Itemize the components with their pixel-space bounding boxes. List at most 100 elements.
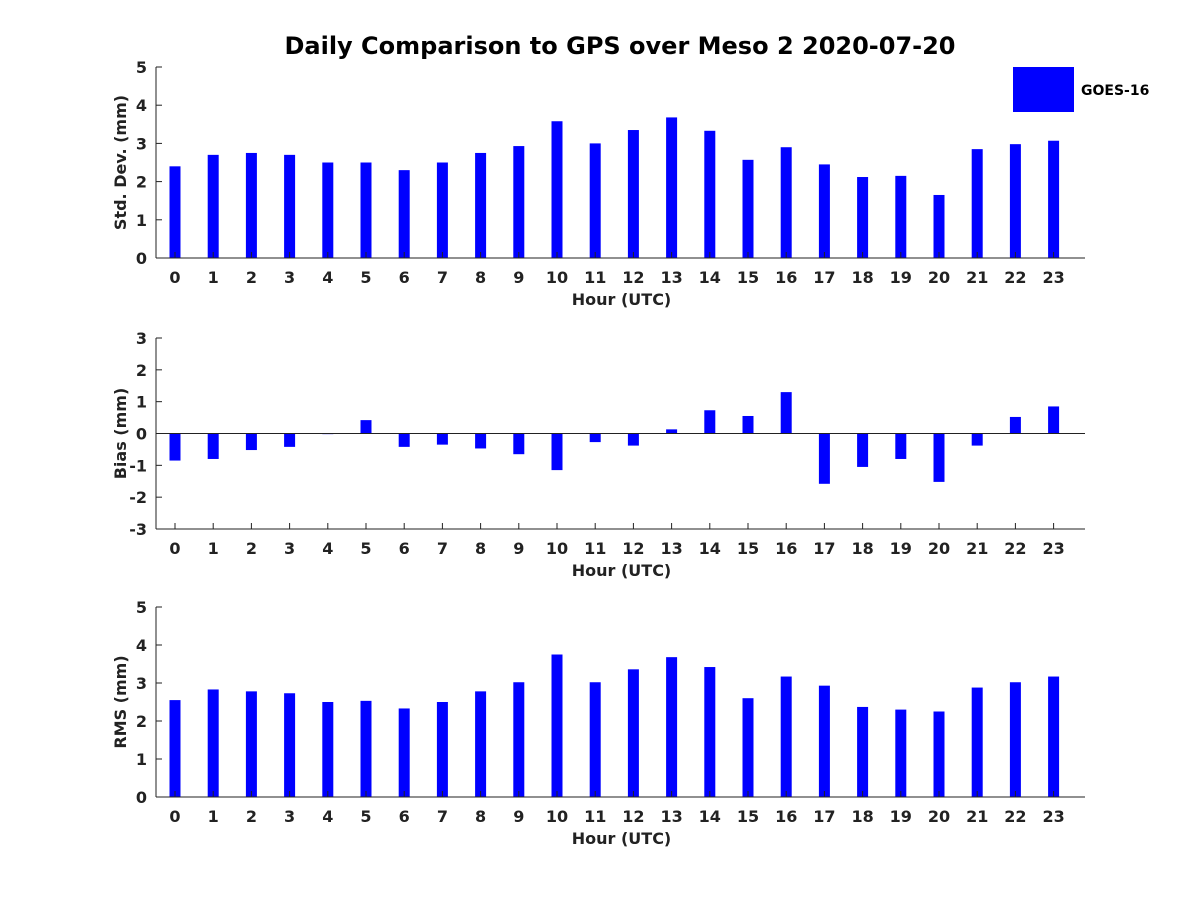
std-x-tick-label-18: 18 [851,268,873,287]
bias-y-tick-label-0: 0 [136,425,147,444]
std-x-tick-label-21: 21 [966,268,988,287]
rms-y-tick-label-2: 2 [136,712,147,731]
rms-x-tick-label-23: 23 [1042,807,1064,826]
bias-y-ticks: -3 -2 -1 0 1 2 3 [129,329,162,539]
std-y-tick-label-0: 0 [136,249,147,268]
rms-x-tick-label-15: 15 [737,807,759,826]
std-y-tick-label-1: 1 [136,211,147,230]
bias-x-tick-label-13: 13 [660,539,682,558]
std-dev-y-axis-label: Std. Dev. (mm) [111,95,130,230]
std-x-tick-label-1: 1 [208,268,219,287]
rms-x-tick-label-19: 19 [890,807,912,826]
rms-bar-hour-6 [398,708,410,797]
rms-bar-hour-20 [933,711,945,797]
std-bar-hour-22 [1009,144,1021,258]
rms-x-tick-label-2: 2 [246,807,257,826]
rms-x-tick-label-14: 14 [699,807,721,826]
bias-bar-hour-11 [589,433,601,443]
bias-bar-hour-13 [666,429,678,434]
std-bar-hour-11 [589,143,601,258]
bias-bar-hour-7 [436,433,448,445]
std-bar-hour-21 [971,149,983,258]
rms-bar-hour-0 [169,700,181,797]
std-bar-hour-0 [169,166,181,258]
rms-bars [169,654,1060,797]
std-x-tick-label-12: 12 [622,268,644,287]
bias-x-tick-label-15: 15 [737,539,759,558]
bias-bars [169,392,1060,484]
bias-bar-hour-2 [245,433,257,451]
bias-x-tick-label-7: 7 [437,539,448,558]
bias-y-tick-label-1: 1 [136,393,147,412]
bias-y-tick-label--2: -2 [129,488,147,507]
rms-bar-hour-9 [513,682,525,797]
rms-x-tick-label-5: 5 [360,807,371,826]
std-bar-hour-12 [627,130,639,258]
bias-x-tick-label-4: 4 [322,539,333,558]
std-x-tick-label-23: 23 [1042,268,1064,287]
bias-x-tick-label-6: 6 [399,539,410,558]
rms-y-tick-label-4: 4 [136,636,147,655]
legend-swatch-goes-16 [1013,67,1074,112]
rms-x-tick-label-16: 16 [775,807,797,826]
std-bar-hour-17 [818,164,830,258]
bias-bar-hour-5 [360,420,372,434]
rms-y-ticks: 0 1 2 3 4 5 [136,598,162,807]
bias-x-tick-label-21: 21 [966,539,988,558]
std-bar-hour-16 [780,147,792,258]
bias-bar-hour-12 [627,433,639,446]
std-dev-bars [169,117,1060,259]
rms-bar-hour-17 [818,685,830,797]
bias-x-tick-label-1: 1 [208,539,219,558]
std-y-tick-label-4: 4 [136,96,147,115]
bias-x-tick-label-2: 2 [246,539,257,558]
bias-bar-hour-18 [857,433,869,467]
std-bar-hour-7 [436,162,448,258]
bias-bar-hour-16 [780,392,792,434]
bias-bar-hour-1 [207,433,219,459]
std-x-tick-label-16: 16 [775,268,797,287]
bias-x-tick-label-22: 22 [1004,539,1026,558]
bias-y-tick-label-2: 2 [136,361,147,380]
std-dev-panel: 0 1 2 3 4 5 6 7 8 9 10 11 12 13 14 15 16 17 18 19 20 21 22 23 0… [111,58,1085,309]
std-dev-x-ticks: 0 1 2 3 4 5 6 7 8 9 10 11 12 13 14 15 16 17 18 19 20 21 22 23 [169,252,1065,287]
rms-x-tick-label-6: 6 [399,807,410,826]
rms-y-tick-label-3: 3 [136,674,147,693]
bias-x-axis-label: Hour (UTC) [572,561,672,580]
std-bar-hour-14 [704,130,716,258]
bias-bar-hour-20 [933,433,945,482]
rms-x-tick-label-8: 8 [475,807,486,826]
bias-x-tick-label-18: 18 [851,539,873,558]
rms-x-axis-label: Hour (UTC) [572,829,672,848]
std-x-tick-label-4: 4 [322,268,333,287]
bias-bar-hour-3 [284,433,296,447]
bias-x-tick-label-9: 9 [513,539,524,558]
std-x-tick-label-2: 2 [246,268,257,287]
rms-bar-hour-7 [436,702,448,797]
rms-x-tick-label-1: 1 [208,807,219,826]
std-bar-hour-13 [666,117,678,258]
rms-bar-hour-22 [1009,682,1021,797]
bias-x-tick-label-11: 11 [584,539,606,558]
rms-x-tick-label-12: 12 [622,807,644,826]
bias-bar-hour-21 [971,433,983,446]
bias-bar-hour-15 [742,415,754,434]
rms-x-tick-label-7: 7 [437,807,448,826]
std-bar-hour-8 [475,152,487,258]
rms-x-tick-label-20: 20 [928,807,950,826]
rms-x-tick-label-4: 4 [322,807,333,826]
rms-y-axis-label: RMS (mm) [111,655,130,748]
bias-x-tick-label-17: 17 [813,539,835,558]
std-bar-hour-5 [360,162,372,258]
bias-y-tick-label--3: -3 [129,520,147,539]
bias-y-tick-label--1: -1 [129,456,147,475]
rms-panel: 0 1 2 3 4 5 6 7 8 9 10 11 12 13 14 15 16 17 18 19 20 21 22 23 0… [111,598,1085,848]
bias-bar-hour-14 [704,410,716,434]
rms-bar-hour-16 [780,676,792,797]
legend: GOES-16 [1013,67,1149,112]
bias-bar-hour-23 [1048,406,1060,434]
std-x-tick-label-17: 17 [813,268,835,287]
bias-bar-hour-17 [818,433,830,484]
std-bar-hour-1 [207,154,219,258]
std-y-tick-label-2: 2 [136,173,147,192]
